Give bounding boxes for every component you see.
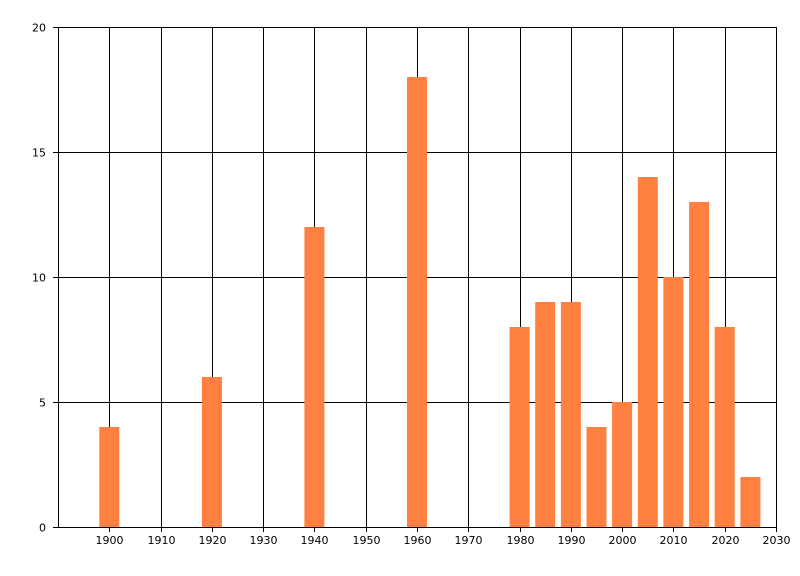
y-tick-label: 20 (32, 22, 46, 35)
bar (663, 277, 684, 527)
bar (201, 377, 222, 527)
x-tick-label: 1900 (96, 534, 124, 547)
bar (586, 427, 607, 527)
x-tick-label: 1960 (404, 534, 432, 547)
bars (99, 77, 761, 527)
x-tick-label: 2020 (712, 534, 740, 547)
y-tick-labels: 0 5 10 15 20 (32, 22, 46, 535)
x-tick-label: 1920 (199, 534, 227, 547)
x-tick-label: 2010 (660, 534, 688, 547)
x-tick-label: 1950 (353, 534, 381, 547)
x-tick-label: 1980 (507, 534, 535, 547)
bar (407, 77, 427, 527)
x-tick-labels: 1900 1910 1920 1930 1940 1950 1960 1970 1980 1990… (96, 534, 791, 547)
x-tick-label: 1940 (301, 534, 329, 547)
bar (99, 427, 120, 527)
x-tick-label: 2000 (609, 534, 637, 547)
x-tick-label: 1930 (250, 534, 278, 547)
bar (637, 177, 658, 527)
y-tick-label: 0 (39, 522, 46, 535)
bar (714, 327, 735, 527)
x-tick-label: 1970 (455, 534, 483, 547)
bar (740, 477, 761, 527)
bar (689, 202, 710, 527)
x-tick-label: 1910 (148, 534, 176, 547)
y-tick-label: 15 (32, 147, 46, 160)
bar (304, 227, 325, 527)
x-tick-label: 1990 (558, 534, 586, 547)
x-tick-label: 2030 (763, 534, 791, 547)
y-tick-label: 5 (39, 397, 46, 410)
bar (560, 302, 581, 527)
bar (535, 302, 556, 527)
bar (509, 327, 530, 527)
bar (612, 402, 633, 527)
y-tick-label: 10 (32, 272, 46, 285)
axes (53, 27, 777, 532)
